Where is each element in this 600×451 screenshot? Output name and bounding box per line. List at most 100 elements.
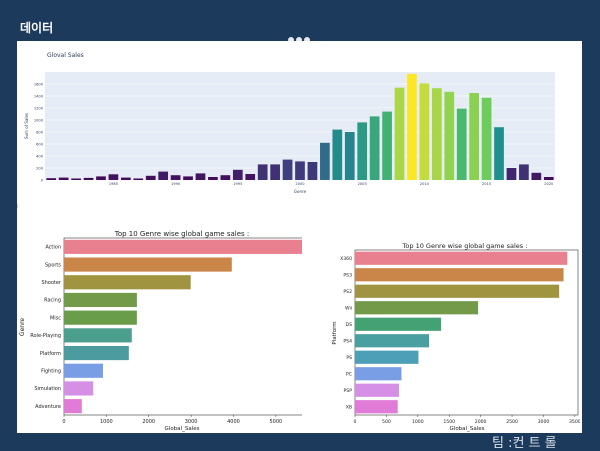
category-bar — [355, 251, 568, 265]
x-tick-label: 1000 — [100, 419, 113, 425]
y-tick-label: 1400 — [34, 94, 44, 98]
y-axis-label: Genre — [19, 318, 26, 336]
x-tick-label: 2000 — [475, 419, 487, 425]
year-bar — [257, 164, 268, 180]
category-label: XB — [346, 404, 352, 410]
category-bar — [355, 317, 442, 331]
category-bar — [64, 239, 302, 254]
year-bar — [270, 164, 280, 180]
x-tick-label: 2010 — [420, 182, 430, 186]
category-bar — [64, 399, 82, 414]
y-tick-label: 600 — [36, 142, 44, 146]
year-bar — [394, 87, 405, 180]
x-tick-label: 1990 — [171, 182, 181, 186]
y-tick-label: 200 — [36, 166, 44, 170]
slide-title: 데이터 — [20, 21, 54, 35]
team-footer: 팀 :컨 트 롤 — [492, 436, 557, 451]
year-bar — [195, 173, 206, 180]
category-bar — [355, 284, 560, 298]
category-bar — [355, 383, 399, 397]
category-label: Racing — [44, 298, 61, 304]
year-bar — [307, 162, 318, 180]
category-label: Platform — [40, 351, 61, 357]
x-tick-label: 1985 — [109, 182, 118, 186]
category-bar — [64, 275, 191, 290]
category-label: Adventure — [35, 404, 61, 410]
year-bar — [344, 132, 355, 180]
year-bar — [494, 127, 504, 180]
year-bar — [506, 168, 517, 180]
year-bar — [83, 177, 94, 180]
year-bar — [320, 142, 330, 180]
x-tick-label: 2015 — [482, 182, 491, 186]
year-bar — [543, 177, 554, 180]
chart-title: Top 10 Genre wise global game sales : — [114, 230, 250, 238]
category-label: PS2 — [343, 289, 352, 295]
x-tick-label: 4000 — [227, 419, 240, 425]
year-bar — [71, 178, 81, 180]
year-bar — [158, 171, 169, 180]
category-bar — [355, 350, 419, 364]
x-tick-label: 2020 — [544, 182, 554, 186]
category-label: Simulation — [34, 386, 61, 392]
y-tick-label: 800 — [36, 130, 44, 134]
year-bar — [108, 174, 119, 180]
x-tick-label: 2500 — [506, 419, 518, 425]
year-bar — [46, 178, 57, 180]
category-bar — [64, 328, 132, 343]
category-bar — [64, 345, 129, 361]
year-bar — [282, 159, 293, 180]
year-bar — [232, 169, 243, 180]
category-label: PS3 — [343, 272, 352, 278]
year-bar — [58, 177, 69, 180]
category-label: PS4 — [343, 338, 352, 344]
chart-title: Gloval Sales — [47, 52, 84, 59]
year-bar — [469, 93, 479, 180]
year-bar — [208, 177, 218, 180]
year-bar — [456, 108, 467, 180]
slide-indicator-dots — [288, 37, 310, 43]
year-bar — [519, 164, 529, 180]
y-tick-label: 1000 — [34, 118, 44, 122]
year-bar — [369, 116, 380, 180]
year-bar — [133, 178, 144, 180]
year-bar — [531, 172, 542, 180]
y-tick-label: 1600 — [34, 82, 44, 86]
category-label: Fighting — [41, 369, 61, 375]
plot-frame — [63, 237, 302, 416]
category-bar — [64, 292, 137, 308]
y-axis-label: Sum of Sales — [24, 113, 29, 139]
category-bar — [355, 301, 479, 315]
x-tick-label: 1000 — [412, 419, 424, 425]
x-tick-label: 3000 — [185, 419, 198, 425]
year-bar — [444, 91, 455, 180]
year-bar — [295, 161, 305, 180]
x-tick-label: 2000 — [142, 419, 155, 425]
year-bar — [96, 176, 106, 180]
year-bar — [382, 111, 392, 180]
x-tick-label: 2005 — [358, 182, 367, 186]
x-tick-label: 500 — [382, 419, 391, 425]
category-bar — [64, 363, 103, 378]
category-bar — [355, 400, 398, 414]
category-label: PS — [346, 355, 352, 361]
category-bar — [64, 310, 137, 325]
platform-sales-chart: Top 10 Genre wise global game sales : X3… — [332, 242, 580, 432]
x-tick-label: 1500 — [443, 419, 455, 425]
y-tick-label: 400 — [36, 154, 44, 158]
y-tick-label: 0 — [41, 178, 44, 182]
year-bar — [419, 83, 430, 180]
category-label: DS — [346, 322, 353, 328]
year-bar — [407, 73, 417, 180]
global-sales-chart: Gloval Sales 0 200 400 600 800 1000 1200 1400 16… — [24, 52, 555, 194]
category-label: Role-Playing — [30, 333, 61, 339]
category-label: Action — [45, 245, 61, 251]
year-bar — [121, 177, 131, 180]
year-bar — [357, 122, 368, 180]
category-bar — [64, 381, 94, 396]
x-tick-label: 0 — [62, 419, 65, 425]
year-bar — [481, 97, 492, 180]
chart-title: Top 10 Genre wise global game sales : — [402, 242, 528, 250]
x-tick-label: 1995 — [233, 182, 242, 186]
year-bar — [431, 88, 442, 180]
